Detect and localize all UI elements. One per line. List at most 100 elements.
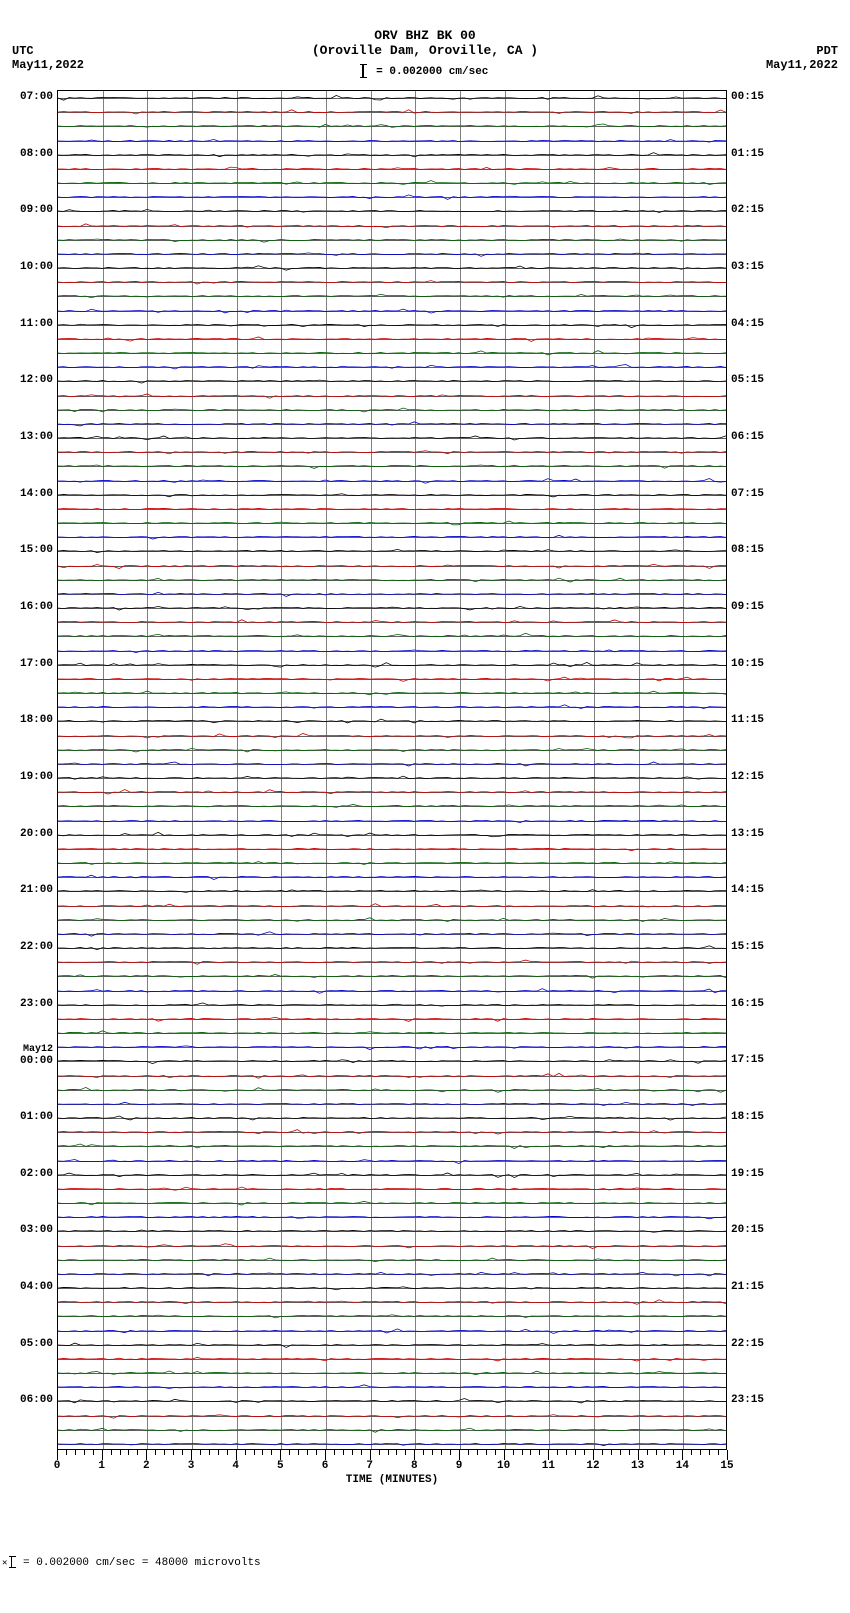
xtick-label: 2: [143, 1460, 150, 1472]
xtick-label: 13: [631, 1460, 644, 1472]
xtick-minor: [379, 1450, 380, 1455]
xtick-label: 0: [54, 1460, 61, 1472]
xtick-major: [504, 1450, 505, 1460]
waveform: [58, 251, 726, 257]
xtick-major: [682, 1450, 683, 1460]
xtick-label: 12: [586, 1460, 599, 1472]
waveform: [58, 903, 726, 909]
waveform: [58, 1441, 726, 1447]
xtick-minor: [66, 1450, 67, 1455]
waveform: [58, 435, 726, 441]
waveform: [58, 1243, 726, 1249]
utc-hour-label: 12:00: [20, 374, 53, 386]
utc-hour-label: 05:00: [20, 1338, 53, 1350]
seismogram-container: UTC May11,2022 PDT May11,2022 ORV BHZ BK…: [0, 0, 850, 1613]
xtick-label: 8: [411, 1460, 418, 1472]
xtick-minor: [584, 1450, 585, 1455]
waveform: [58, 1398, 726, 1404]
waveform: [58, 676, 726, 682]
waveform: [58, 718, 726, 724]
xtick-minor: [182, 1450, 183, 1455]
waveform: [58, 1285, 726, 1291]
xtick-label: 3: [188, 1460, 195, 1472]
chart-title: ORV BHZ BK 00: [0, 28, 850, 43]
waveform: [58, 265, 726, 271]
chart-subtitle: (Oroville Dam, Oroville, CA ): [0, 43, 850, 58]
waveform: [58, 279, 726, 285]
xtick-major: [638, 1450, 639, 1460]
waveform: [58, 152, 726, 158]
tz-left-date: May11,2022: [12, 58, 84, 72]
xtick-minor: [530, 1450, 531, 1455]
waveform: [58, 378, 726, 384]
utc-hour-label: 01:00: [20, 1111, 53, 1123]
waveform: [58, 449, 726, 455]
waveform: [58, 775, 726, 781]
waveform: [58, 364, 726, 370]
xtick-minor: [227, 1450, 228, 1455]
waveform: [58, 1158, 726, 1164]
waveform: [58, 1413, 726, 1419]
xtick-minor: [468, 1450, 469, 1455]
waveform: [58, 888, 726, 894]
pdt-hour-label: 12:15: [731, 771, 764, 783]
pdt-hour-label: 11:15: [731, 714, 764, 726]
footer-scale: ✕ = 0.002000 cm/sec = 48000 microvolts: [2, 1556, 261, 1569]
waveform: [58, 322, 726, 328]
pdt-hour-label: 06:15: [731, 431, 764, 443]
waveform: [58, 1058, 726, 1064]
waveform: [58, 194, 726, 200]
waveform: [58, 832, 726, 838]
xtick-minor: [513, 1450, 514, 1455]
xtick-minor: [307, 1450, 308, 1455]
waveform: [58, 180, 726, 186]
xtick-minor: [522, 1450, 523, 1455]
pdt-hour-label: 10:15: [731, 658, 764, 670]
xtick-minor: [155, 1450, 156, 1455]
xtick-minor: [709, 1450, 710, 1455]
waveform: [58, 1101, 726, 1107]
waveform: [58, 350, 726, 356]
waveform: [58, 1427, 726, 1433]
xtick-minor: [254, 1450, 255, 1455]
waveform: [58, 761, 726, 767]
xtick-minor: [396, 1450, 397, 1455]
waveform: [58, 95, 726, 101]
waveform: [58, 1370, 726, 1376]
waveform: [58, 109, 726, 115]
waveform: [58, 803, 726, 809]
xtick-minor: [611, 1450, 612, 1455]
waveform: [58, 704, 726, 710]
waveform: [58, 1073, 726, 1079]
xtick-minor: [405, 1450, 406, 1455]
xtick-minor: [218, 1450, 219, 1455]
xtick-minor: [620, 1450, 621, 1455]
utc-hour-label: 17:00: [20, 658, 53, 670]
xtick-minor: [718, 1450, 719, 1455]
x-axis-title: TIME (MINUTES): [346, 1474, 438, 1486]
utc-hour-label: 10:00: [20, 261, 53, 273]
tz-right-label: PDT: [766, 44, 838, 58]
utc-hour-label: 14:00: [20, 488, 53, 500]
chart-frame: [57, 90, 727, 1450]
xtick-minor: [352, 1450, 353, 1455]
waveform: [58, 123, 726, 129]
utc-hour-label: 08:00: [20, 148, 53, 160]
xtick-minor: [602, 1450, 603, 1455]
xtick-minor: [120, 1450, 121, 1455]
waveform: [58, 733, 726, 739]
pdt-hour-label: 02:15: [731, 204, 764, 216]
waveform: [58, 1356, 726, 1362]
xtick-major: [593, 1450, 594, 1460]
waveform: [58, 478, 726, 484]
waveform: [58, 789, 726, 795]
waveform: [58, 1228, 726, 1234]
pdt-hour-label: 13:15: [731, 828, 764, 840]
xtick-label: 5: [277, 1460, 284, 1472]
waveform: [58, 1200, 726, 1206]
waveform: [58, 421, 726, 427]
waveform: [58, 166, 726, 172]
utc-hour-label: 22:00: [20, 941, 53, 953]
xtick-minor: [495, 1450, 496, 1455]
utc-hour-label: 20:00: [20, 828, 53, 840]
